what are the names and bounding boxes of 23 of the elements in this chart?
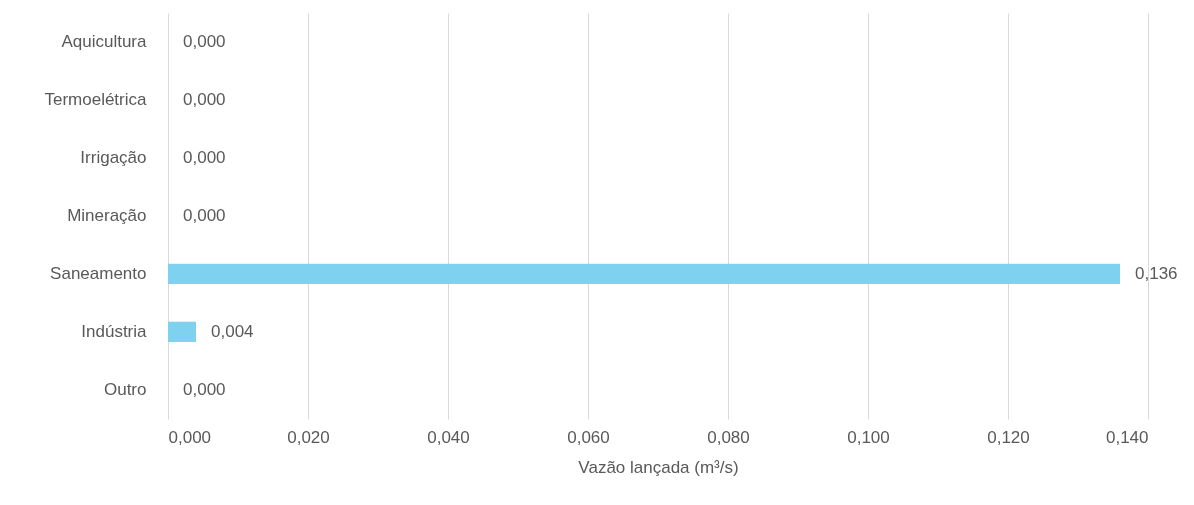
y-tick-label: Aquicultura <box>61 32 148 52</box>
data-label: 0,000 <box>183 379 226 399</box>
x-tick-label: 0,120 <box>987 427 1030 447</box>
data-label: 0,000 <box>183 90 226 110</box>
y-tick-label: Indústria <box>81 321 148 341</box>
x-tick-label: 0,140 <box>1105 427 1149 447</box>
data-label: 0,136 <box>1135 263 1178 283</box>
x-axis-title: Vazão lançada (m³/s) <box>578 457 739 477</box>
x-tick-label: 0,000 <box>168 427 212 447</box>
x-tick-label: 0,060 <box>567 427 610 447</box>
y-tick-label: Termoelétrica <box>44 90 148 110</box>
x-tick-label: 0,100 <box>847 427 890 447</box>
y-tick-label: Mineração <box>67 206 147 225</box>
data-label: 0,000 <box>183 32 226 52</box>
y-tick-label: Irrigação <box>80 148 147 168</box>
x-tick-label: 0,080 <box>707 427 750 447</box>
data-label: 0,000 <box>183 206 226 225</box>
x-tick-label: 0,020 <box>287 427 330 447</box>
data-label: 0,000 <box>183 148 226 168</box>
y-tick-label: Outro <box>103 379 147 399</box>
data-label: 0,004 <box>211 321 254 341</box>
y-tick-label: Saneamento <box>50 263 147 283</box>
x-tick-label: 0,040 <box>427 427 470 447</box>
